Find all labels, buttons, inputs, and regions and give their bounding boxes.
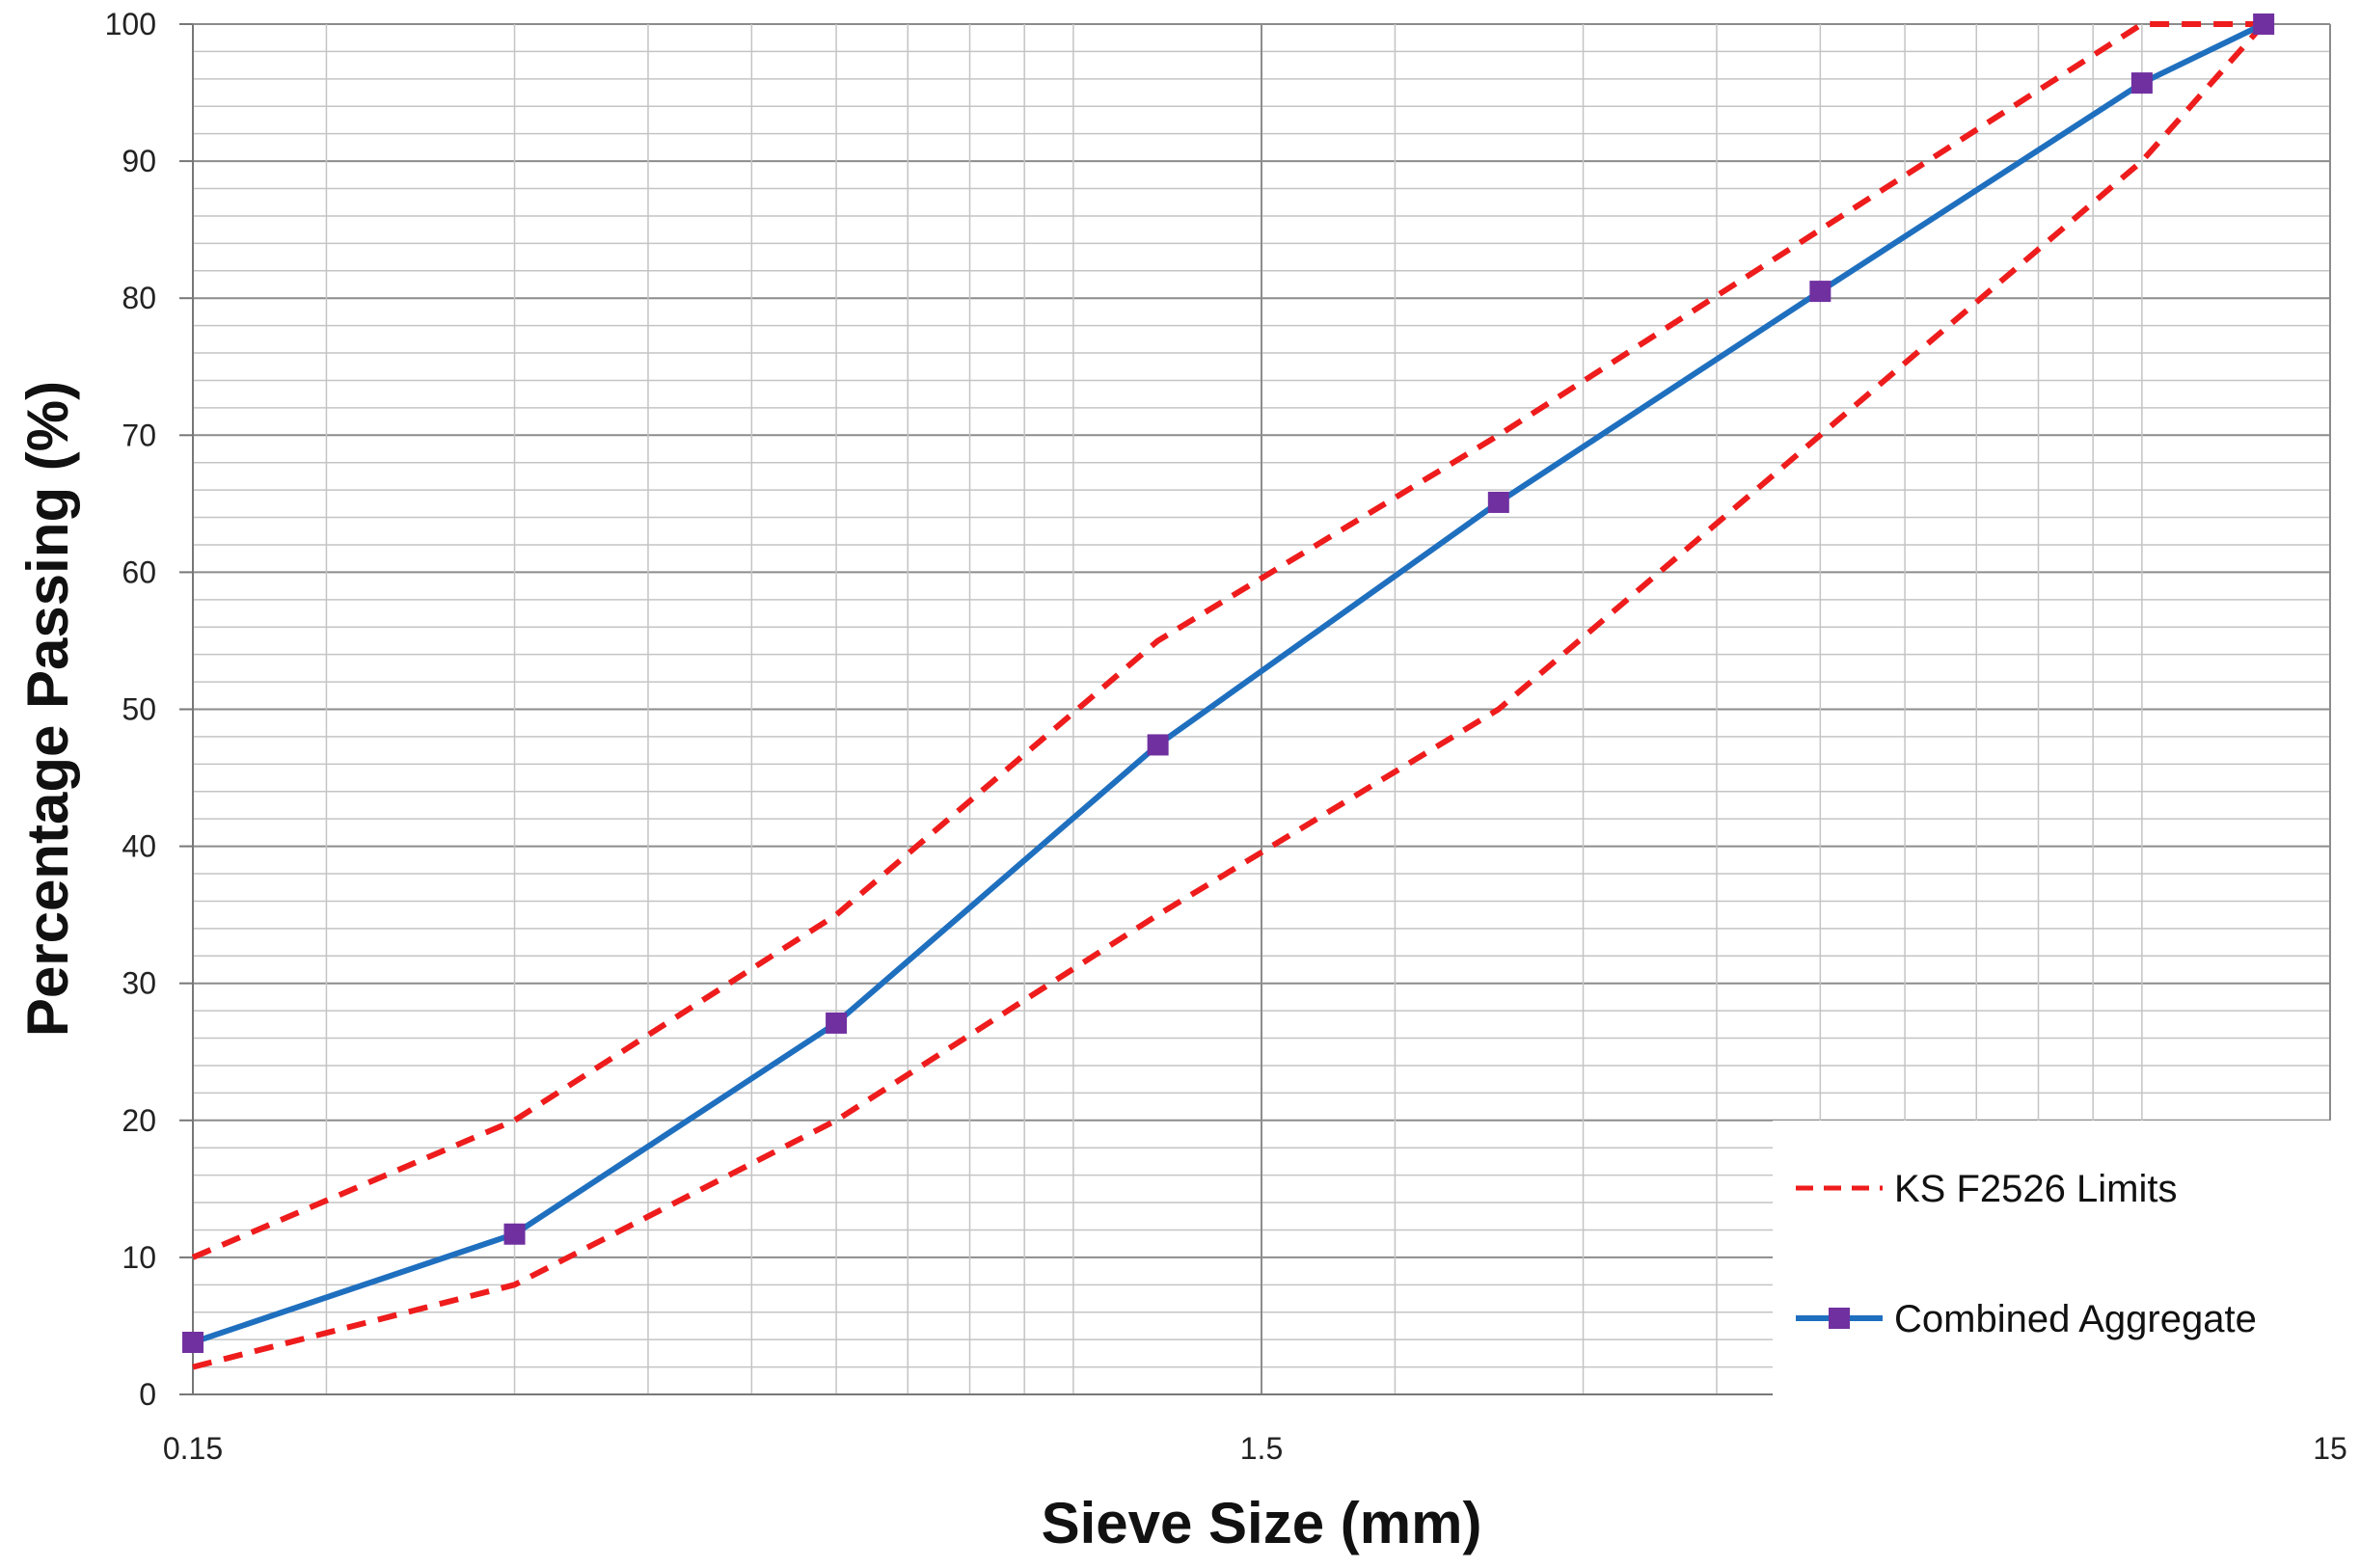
- y-tick-label: 50: [122, 692, 156, 727]
- aggregate-point: [182, 1332, 203, 1354]
- y-tick-label: 60: [122, 554, 156, 589]
- y-tick-label: 20: [122, 1103, 156, 1138]
- legend-limits-label: KS F2526 Limits: [1894, 1168, 2177, 1210]
- y-tick-label: 100: [105, 7, 156, 41]
- x-axis-ticks: 0.15 1.5 15: [163, 1431, 2347, 1466]
- y-axis-title: Percentage Passing (%): [15, 381, 80, 1037]
- x-axis-title: Sieve Size (mm): [1042, 1491, 1482, 1555]
- aggregate-point: [1809, 281, 1831, 303]
- aggregate-point: [503, 1223, 526, 1245]
- aggregate-point: [826, 1012, 848, 1034]
- y-tick-label: 70: [122, 418, 156, 452]
- grid: [192, 23, 2331, 1395]
- limit-line-upper: [191, 21, 2265, 1260]
- aggregate-line: [192, 21, 2265, 1345]
- x-tick-label: 0.15: [163, 1431, 223, 1466]
- aggregate-point: [2253, 14, 2275, 35]
- legend-aggregate-label: Combined Aggregate: [1894, 1298, 2257, 1340]
- x-tick-label: 15: [2313, 1431, 2347, 1466]
- x-tick-label: 1.5: [1240, 1431, 1283, 1466]
- y-tick-label: 0: [139, 1377, 156, 1412]
- aggregate-point: [1487, 491, 1509, 513]
- aggregate-point: [1147, 734, 1169, 756]
- series-layer: [182, 14, 2275, 1370]
- legend-box: [1773, 1121, 2334, 1410]
- y-tick-label: 90: [122, 144, 156, 178]
- y-tick-label: 40: [122, 829, 156, 864]
- legend: KS F2526 Limits Combined Aggregate: [1773, 1121, 2334, 1410]
- y-tick-label: 30: [122, 966, 156, 1001]
- aggregate-point: [2130, 72, 2153, 95]
- y-axis-ticks: 0 10 20 30 40 50 60 70 80 90 100: [105, 7, 193, 1412]
- y-tick-label: 10: [122, 1240, 156, 1275]
- y-tick-label: 80: [122, 281, 156, 315]
- legend-aggregate-marker: [1829, 1308, 1850, 1329]
- limit-line-lower: [192, 22, 2266, 1370]
